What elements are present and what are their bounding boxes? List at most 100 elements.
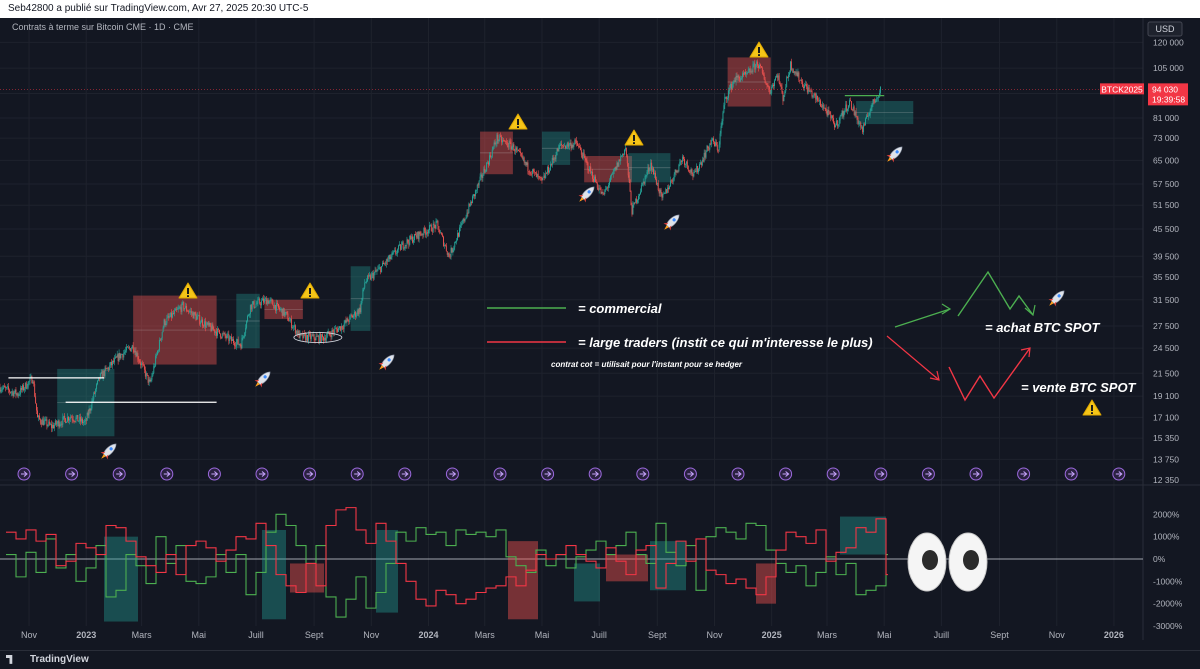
- candle-body: [687, 162, 688, 167]
- candle-body: [271, 300, 272, 301]
- candle-body: [114, 358, 115, 362]
- candle-body: [811, 91, 812, 92]
- candle-body: [279, 308, 280, 310]
- candle-body: [716, 142, 717, 145]
- candle-body: [229, 338, 230, 342]
- candle-body: [215, 332, 216, 333]
- candle-body: [643, 182, 644, 183]
- candle-body: [870, 111, 871, 116]
- candle-body: [721, 126, 722, 133]
- candle-body: [143, 364, 144, 365]
- candle-body: [839, 120, 840, 124]
- candle-body: [730, 84, 731, 88]
- candle-body: [50, 424, 51, 425]
- candle-body: [16, 394, 17, 395]
- candle-body: [451, 248, 452, 257]
- candle-body: [121, 354, 122, 358]
- time-axis-label: Mars: [132, 630, 152, 640]
- candle-body: [564, 146, 565, 147]
- candle-body: [658, 183, 659, 190]
- candle-body: [421, 234, 422, 235]
- event-marker-icon: [446, 468, 458, 480]
- candle-body: [282, 309, 283, 316]
- candle-body: [854, 107, 855, 115]
- candle-body: [286, 312, 287, 313]
- candle-body: [44, 421, 45, 425]
- candle-body: [415, 234, 416, 235]
- candle-body: [446, 246, 447, 252]
- legend-commercial-text: = commercial: [578, 301, 662, 316]
- candle-body: [123, 353, 124, 357]
- candle-body: [812, 91, 813, 96]
- candle-body: [235, 346, 236, 347]
- candle-body: [521, 153, 522, 156]
- candle-body: [392, 253, 393, 254]
- candle-body: [175, 309, 176, 311]
- candle-body: [351, 315, 352, 316]
- candle-body: [193, 312, 194, 318]
- price-axis-label: 73 000: [1153, 133, 1179, 143]
- candle-body: [714, 142, 715, 146]
- candle-body: [316, 336, 317, 340]
- candle-body: [599, 188, 600, 190]
- candle-body: [671, 180, 672, 181]
- price-axis-label: 17 100: [1153, 412, 1179, 422]
- candle-body: [612, 174, 613, 175]
- candle-body: [725, 97, 726, 98]
- publisher-bar: Seb42800 a publié sur TradingView.com, A…: [0, 0, 1200, 18]
- candle-body: [513, 144, 514, 150]
- candle-body: [587, 160, 588, 162]
- candle-body: [124, 352, 125, 353]
- candle-body: [565, 146, 566, 148]
- candle-body: [805, 84, 806, 85]
- candle-body: [283, 308, 284, 316]
- event-marker-icon: [1065, 468, 1077, 480]
- candle-body: [250, 305, 251, 314]
- candle-body: [315, 339, 316, 340]
- candle-body: [376, 270, 377, 271]
- candle-body: [101, 372, 102, 373]
- candle-body: [66, 422, 67, 423]
- candle-body: [116, 357, 117, 358]
- candle-body: [192, 312, 193, 313]
- candle-body: [319, 334, 320, 342]
- candle-body: [45, 419, 46, 420]
- candle-body: [341, 326, 342, 331]
- candle-body: [542, 178, 543, 180]
- candle-body: [426, 232, 427, 234]
- candle-body: [570, 143, 571, 145]
- candle-body: [416, 235, 417, 237]
- candle-body: [70, 417, 71, 419]
- candle-body: [423, 228, 424, 235]
- tradingview-logo-icon: [6, 655, 20, 664]
- candle-body: [474, 194, 475, 196]
- price-badge-price: 94 030: [1152, 84, 1178, 94]
- candle-body: [533, 169, 534, 171]
- candle-body: [819, 100, 820, 101]
- candle-body: [209, 323, 210, 325]
- candle-body: [460, 225, 461, 227]
- candle-body: [361, 298, 362, 303]
- candle-body: [74, 421, 75, 422]
- candle-body: [872, 104, 873, 108]
- candle-body: [444, 245, 445, 246]
- candle-body: [322, 334, 323, 337]
- candle-body: [604, 190, 605, 194]
- candle-body: [816, 96, 817, 100]
- cot-axis-label: 0%: [1153, 554, 1166, 564]
- candle-body: [144, 365, 145, 369]
- candle-body: [439, 232, 440, 233]
- candle-body: [490, 155, 491, 157]
- candle-body: [850, 100, 851, 101]
- candle-body: [48, 422, 49, 426]
- candle-body: [595, 177, 596, 182]
- candle-body: [584, 153, 585, 156]
- candle-body: [673, 180, 674, 182]
- candle-body: [436, 221, 437, 222]
- candle-body: [622, 154, 623, 156]
- event-marker-icon: [780, 468, 792, 480]
- candle-body: [33, 382, 34, 384]
- candle-body: [142, 364, 143, 365]
- candle-body: [798, 72, 799, 80]
